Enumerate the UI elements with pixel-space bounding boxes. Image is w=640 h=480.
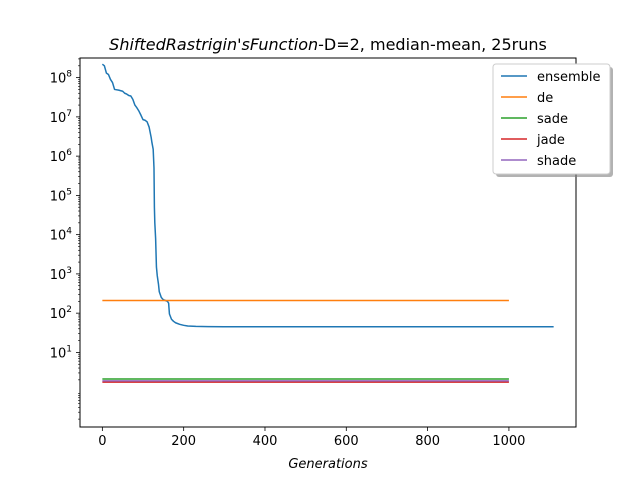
chart-title-rest: -D=2, median-mean, 25runs bbox=[318, 35, 547, 54]
y-tick-label: 106 bbox=[50, 148, 73, 165]
y-tick-label: 104 bbox=[50, 227, 73, 244]
axes-frame bbox=[79, 57, 577, 428]
legend-label-shade: shade bbox=[537, 154, 576, 169]
series-lines bbox=[101, 63, 554, 383]
x-tick-label: 1000 bbox=[492, 434, 525, 449]
legend-label-sade: sade bbox=[537, 112, 568, 127]
y-tick-label: 108 bbox=[50, 70, 73, 87]
y-axis-ticks: 101 102 103 104 105 106 107 108 bbox=[50, 58, 80, 420]
x-tick-label: 600 bbox=[334, 434, 359, 449]
y-tick-label: 107 bbox=[50, 109, 72, 126]
legend-box bbox=[492, 63, 611, 175]
y-tick-label: 103 bbox=[50, 266, 72, 283]
y-tick-label: 102 bbox=[50, 305, 72, 322]
series-line-ensemble bbox=[101, 63, 554, 328]
x-axis-ticks: 0 200 400 600 800 1000 bbox=[98, 427, 525, 449]
x-tick-label: 200 bbox=[171, 434, 196, 449]
x-tick-label: 800 bbox=[415, 434, 440, 449]
x-tick-label: 400 bbox=[253, 434, 278, 449]
x-axis-label: Generations bbox=[288, 457, 368, 472]
y-tick-label: 105 bbox=[50, 187, 72, 204]
chart-title: ShiftedRastrigin'sFunction-D=2, median-m… bbox=[109, 35, 547, 54]
legend-label-jade: jade bbox=[536, 133, 565, 148]
y-tick-label: 101 bbox=[50, 344, 72, 361]
legend-label-ensemble: ensemble bbox=[537, 70, 601, 85]
legend: ensemble de sade jade shade bbox=[492, 63, 613, 177]
legend-label-de: de bbox=[537, 91, 553, 106]
x-tick-label: 0 bbox=[98, 434, 106, 449]
chart-title-italic: ShiftedRastrigin'sFunction bbox=[109, 35, 318, 54]
